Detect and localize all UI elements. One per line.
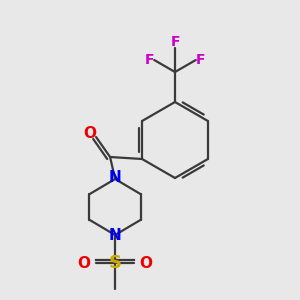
Text: F: F xyxy=(170,35,180,49)
Text: O: O xyxy=(84,125,97,140)
Text: S: S xyxy=(109,254,122,272)
Text: F: F xyxy=(196,53,206,67)
Text: N: N xyxy=(109,229,122,244)
Text: N: N xyxy=(109,170,122,185)
Text: O: O xyxy=(140,256,153,271)
Text: F: F xyxy=(145,53,154,67)
Text: O: O xyxy=(78,256,91,271)
